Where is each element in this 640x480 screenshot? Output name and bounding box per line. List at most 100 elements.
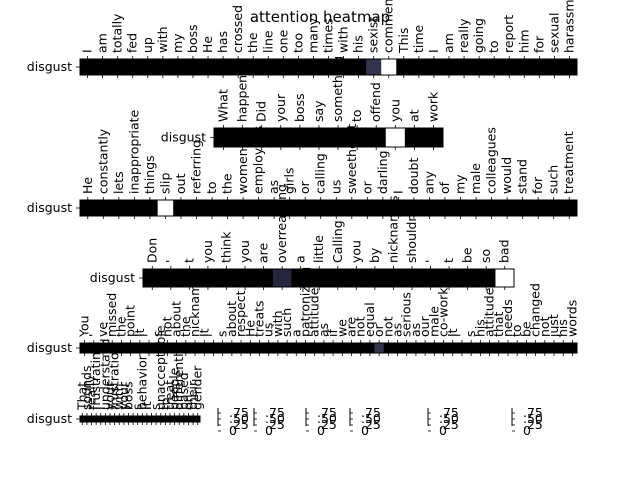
token-label: happened — [235, 59, 250, 122]
token-label: not — [353, 316, 368, 337]
token-label: his — [555, 319, 570, 337]
token-label: t — [441, 258, 456, 263]
heatmap-cell — [170, 59, 186, 75]
heatmap-cell — [521, 343, 532, 353]
colorbar-tick-label: .75 — [439, 405, 459, 420]
colorbar-2: .75.50.250 — [253, 405, 285, 438]
colorbar-tick-label: 0 — [317, 423, 325, 438]
token-label: He — [200, 36, 215, 53]
token-label: comments — [381, 0, 396, 53]
heatmap-cell — [305, 59, 322, 75]
token-label: understand — [97, 338, 112, 410]
colorbar-tick-label: 0 — [265, 423, 273, 438]
token-label: really — [456, 18, 471, 53]
heatmap-cell — [200, 59, 216, 75]
heatmap-cell — [396, 59, 412, 75]
heatmap-cell — [95, 200, 112, 216]
heatmap-cell — [149, 416, 155, 422]
heatmap-row-2: What happened Did your boss say something to off… — [161, 56, 444, 150]
heatmap-cell — [110, 59, 126, 75]
token-label: male — [468, 163, 483, 194]
token-label: our — [417, 315, 432, 337]
heatmap-cell — [181, 343, 191, 353]
heatmap-cell — [483, 200, 500, 216]
token-label: employees — [251, 126, 266, 194]
heatmap-cell — [254, 269, 274, 287]
heatmap-cell — [291, 343, 302, 353]
heatmap-cell — [375, 200, 392, 216]
token-label: unacceptable — [153, 325, 168, 410]
heatmap-cell — [457, 343, 467, 353]
token-label: I — [80, 49, 95, 53]
heatmap-cell — [272, 269, 292, 287]
heatmap-cell — [374, 343, 385, 353]
heatmap-cell — [116, 416, 122, 422]
colorbar-4: .75.50.250 — [349, 405, 381, 438]
token-label: or — [297, 180, 312, 194]
heatmap-cell — [404, 128, 425, 147]
row-label: disgust — [161, 130, 206, 145]
heatmap-cell — [98, 343, 109, 353]
token-label: male — [426, 306, 441, 337]
token-label: as — [390, 323, 405, 337]
token-label: ve — [95, 322, 110, 337]
colorbar-tick-label: .50 — [317, 411, 337, 426]
token-label: by — [367, 247, 382, 263]
token-label: totally — [110, 13, 125, 53]
heatmap-cell — [347, 128, 368, 147]
token-label: a — [288, 329, 303, 337]
token-label: fed — [125, 33, 140, 53]
heatmap-cell — [135, 416, 141, 422]
colorbar-tick-label: 0 — [439, 423, 447, 438]
colorbar-3: .75.50.250 — [305, 405, 337, 438]
row-label: disgust — [27, 200, 72, 215]
heatmap-cell — [456, 59, 472, 75]
token-label: am — [441, 33, 456, 53]
heatmap-cell — [281, 200, 298, 216]
heatmap-cell — [93, 416, 99, 422]
heatmap-cell — [204, 200, 221, 216]
heatmap-cell — [250, 200, 267, 216]
token-label: line — [260, 30, 275, 53]
heatmap-cell — [337, 343, 348, 353]
token-label: s — [215, 330, 230, 337]
token-label: about — [169, 301, 184, 337]
heatmap-cell — [173, 200, 190, 216]
heatmap-cell — [402, 269, 422, 287]
token-label: the — [220, 173, 235, 194]
heatmap-cell — [365, 269, 385, 287]
heatmap-cell — [111, 200, 127, 216]
token-label: I — [390, 190, 405, 194]
heatmap-cell — [143, 269, 162, 287]
token-label: at — [406, 109, 421, 122]
token-label: up — [140, 37, 155, 53]
heatmap-cell — [402, 343, 412, 353]
token-label: are — [344, 316, 359, 337]
heatmap-cell — [190, 343, 201, 353]
heatmap-cell — [290, 128, 310, 147]
heatmap-cell — [390, 200, 407, 216]
heatmap-cell — [125, 59, 141, 75]
token-label: you — [237, 240, 252, 263]
heatmap-cell — [411, 343, 421, 353]
heatmap-cell — [161, 269, 181, 287]
heatmap-cell — [80, 200, 96, 216]
heatmap-cell — [549, 343, 559, 353]
heatmap-cell — [365, 343, 375, 353]
heatmap-cell — [499, 200, 516, 216]
heatmap-cell — [186, 416, 192, 422]
colorbar-tick-label: .25 — [439, 417, 459, 432]
heatmap-cell — [185, 59, 201, 75]
token-label: crossed — [230, 5, 245, 53]
heatmap-cell — [310, 343, 320, 353]
token-label: any — [421, 170, 436, 194]
heatmap-cell — [384, 269, 404, 287]
token-label: doubt — [406, 158, 421, 194]
token-label: It — [132, 328, 147, 337]
heatmap-cell — [471, 59, 488, 75]
heatmap-cell — [89, 343, 99, 353]
token-label: changed — [528, 283, 543, 337]
heatmap-cell — [153, 416, 159, 422]
heatmap-cell — [328, 343, 339, 353]
